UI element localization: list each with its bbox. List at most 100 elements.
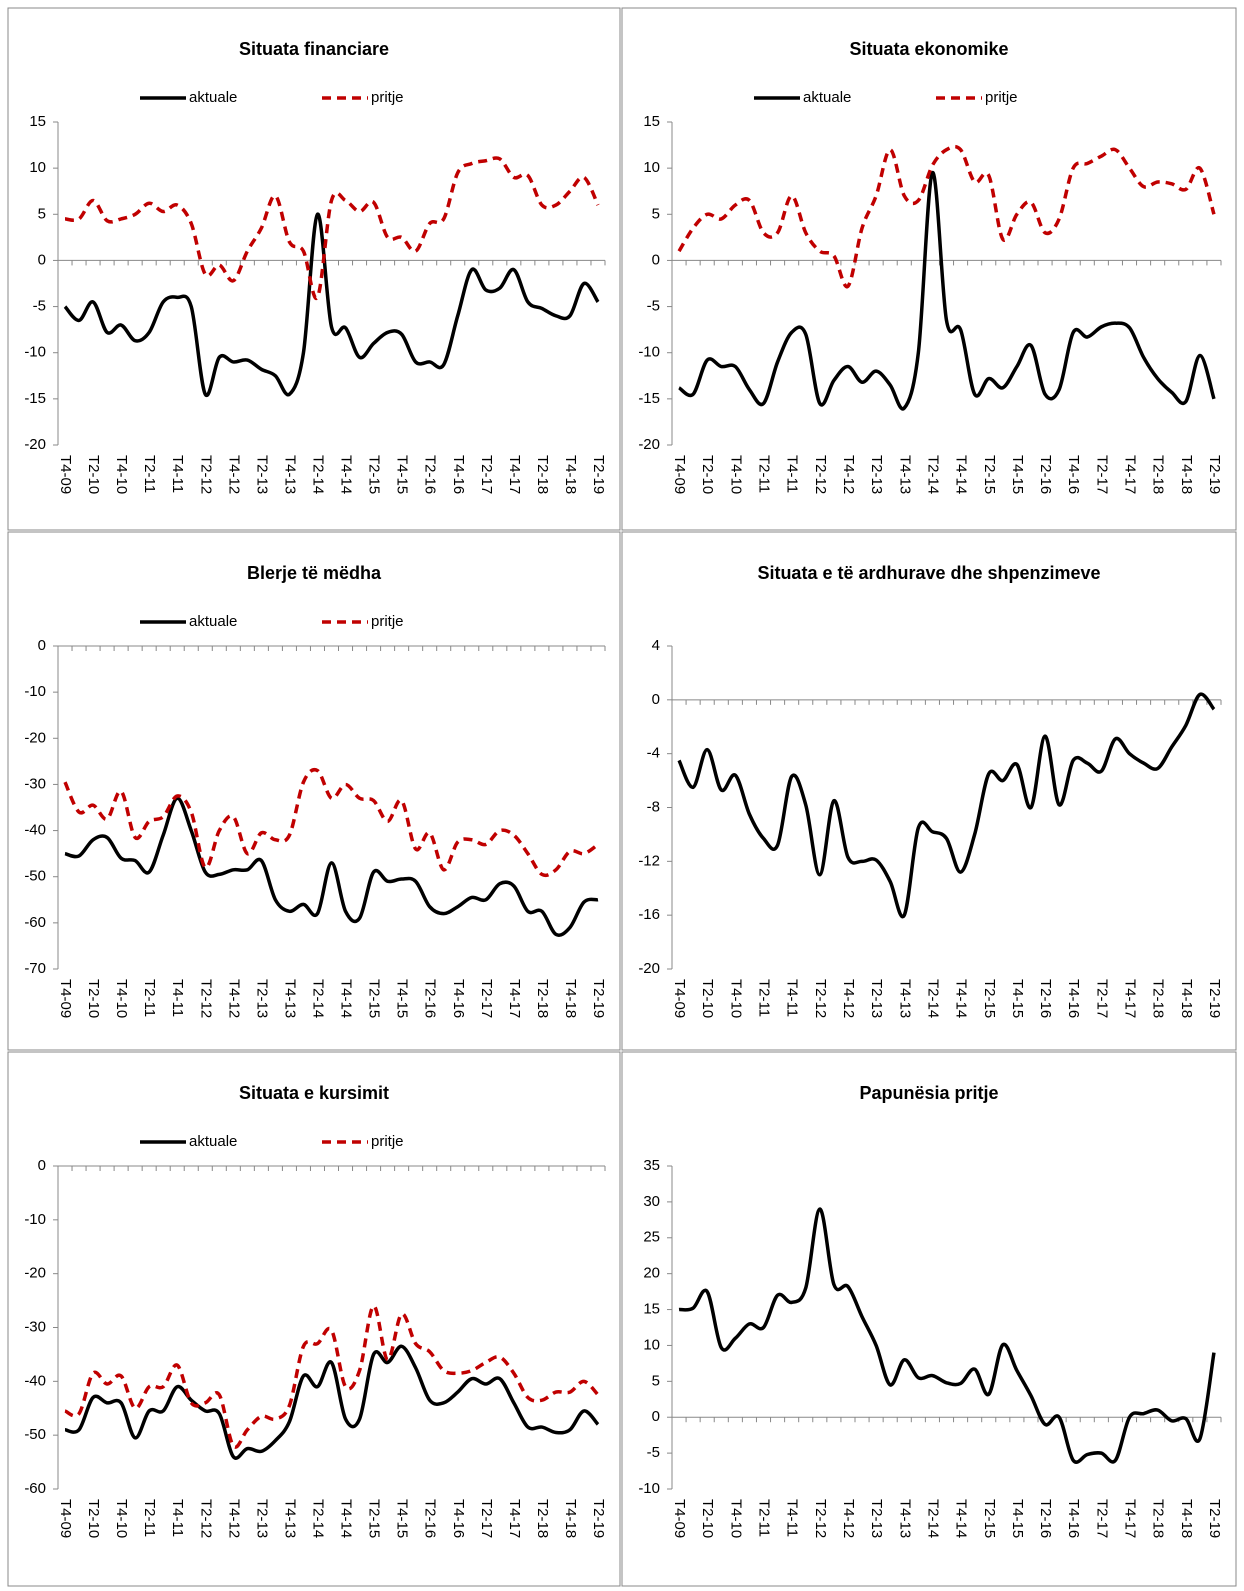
panel-border bbox=[7, 7, 621, 531]
x-tick-label: T4-09 bbox=[57, 455, 74, 494]
x-tick-label: T4-09 bbox=[57, 1499, 74, 1538]
x-tick-label: T4-16 bbox=[450, 979, 467, 1018]
x-tick-label: T2-11 bbox=[756, 455, 773, 493]
x-tick-label: T2-14 bbox=[310, 455, 327, 494]
y-tick-label: 15 bbox=[643, 1301, 660, 1318]
y-tick-label: 4 bbox=[652, 637, 660, 654]
series-line bbox=[678, 1207, 1216, 1464]
x-tick-label: T4-10 bbox=[727, 1499, 744, 1538]
x-tick-label: T2-15 bbox=[366, 455, 383, 494]
x-tick-label: T4-17 bbox=[1122, 979, 1139, 1018]
series-line bbox=[64, 1304, 600, 1449]
y-tick-label: -60 bbox=[24, 914, 46, 931]
series-line bbox=[678, 170, 1216, 411]
x-tick-label: T4-14 bbox=[338, 1499, 355, 1538]
y-tick-label: 0 bbox=[652, 1408, 660, 1425]
x-tick-label: T2-11 bbox=[756, 979, 773, 1017]
y-tick-label: 0 bbox=[38, 637, 46, 654]
y-tick-label: 10 bbox=[29, 159, 46, 176]
y-tick-label: -70 bbox=[24, 960, 46, 977]
x-tick-label: T2-12 bbox=[197, 1499, 214, 1538]
y-tick-label: 25 bbox=[643, 1229, 660, 1246]
x-tick-label: T4-09 bbox=[671, 979, 688, 1018]
y-tick-label: 5 bbox=[652, 205, 660, 222]
legend-label: aktuale bbox=[803, 89, 851, 106]
y-tick-label: 5 bbox=[652, 1372, 660, 1389]
y-tick-label: -50 bbox=[24, 868, 46, 885]
y-tick-label: -4 bbox=[647, 745, 660, 762]
x-tick-label: T2-19 bbox=[1206, 455, 1223, 494]
x-tick-label: T4-13 bbox=[281, 979, 298, 1018]
x-tick-label: T4-15 bbox=[1009, 979, 1026, 1018]
legend-label: aktuale bbox=[189, 613, 237, 630]
x-tick-label: T2-14 bbox=[924, 979, 941, 1018]
x-tick-label: T4-18 bbox=[1178, 1499, 1195, 1538]
y-tick-label: 0 bbox=[652, 691, 660, 708]
x-tick-label: T4-15 bbox=[394, 979, 411, 1018]
x-tick-label: T2-14 bbox=[924, 455, 941, 494]
x-tick-label: T2-18 bbox=[1150, 1499, 1167, 1538]
x-tick-label: T4-10 bbox=[113, 979, 130, 1018]
chart: Situata ekonomike -20 -15 -10 -5 0 5 10 15 T4-09 T… bbox=[638, 39, 1223, 494]
chart-title: Blerje të mëdha bbox=[247, 563, 382, 583]
chart: Papunësia pritje -10 -5 0 5 10 15 20 25 30 35 T4-09… bbox=[638, 1083, 1223, 1538]
x-tick-label: T2-16 bbox=[1037, 979, 1054, 1018]
series-line bbox=[64, 796, 599, 937]
x-tick-label: T2-10 bbox=[85, 455, 102, 494]
x-tick-label: T4-09 bbox=[671, 455, 688, 494]
y-tick-label: -60 bbox=[24, 1480, 46, 1497]
x-tick-label: T4-16 bbox=[1065, 1499, 1082, 1538]
x-tick-label: T2-19 bbox=[1206, 979, 1223, 1018]
x-tick-label: T4-09 bbox=[671, 1499, 688, 1538]
x-tick-label: T2-13 bbox=[868, 1499, 885, 1538]
x-tick-label: T4-13 bbox=[281, 1499, 298, 1538]
x-tick-label: T2-17 bbox=[478, 1499, 495, 1538]
x-tick-label: T4-11 bbox=[169, 455, 186, 493]
x-tick-label: T2-19 bbox=[590, 455, 607, 494]
x-tick-label: T4-12 bbox=[840, 979, 857, 1018]
x-tick-label: T2-14 bbox=[310, 979, 327, 1018]
x-tick-label: T2-18 bbox=[534, 455, 551, 494]
legend-label: pritje bbox=[371, 89, 404, 106]
y-tick-label: -15 bbox=[24, 390, 46, 407]
chart-title: Situata e të ardhurave dhe shpenzimeve bbox=[757, 563, 1100, 583]
x-tick-label: T2-14 bbox=[924, 1499, 941, 1538]
x-tick-label: T4-09 bbox=[57, 979, 74, 1018]
x-tick-label: T4-18 bbox=[562, 455, 579, 494]
x-tick-label: T4-15 bbox=[1009, 1499, 1026, 1538]
y-tick-label: -50 bbox=[24, 1426, 46, 1443]
chart: Situata financiare -20 -15 -10 -5 0 5 10 15 T4-09… bbox=[24, 39, 607, 494]
x-tick-label: T4-16 bbox=[1065, 455, 1082, 494]
x-tick-label: T2-18 bbox=[1150, 979, 1167, 1018]
x-tick-label: T2-15 bbox=[366, 1499, 383, 1538]
x-tick-label: T4-16 bbox=[1065, 979, 1082, 1018]
x-tick-label: T2-14 bbox=[310, 1499, 327, 1538]
x-tick-label: T4-15 bbox=[394, 1499, 411, 1538]
x-tick-label: T4-13 bbox=[896, 1499, 913, 1538]
x-tick-label: T4-15 bbox=[394, 455, 411, 494]
x-tick-label: T4-15 bbox=[1009, 455, 1026, 494]
y-tick-label: -5 bbox=[647, 1444, 660, 1461]
x-tick-label: T2-16 bbox=[1037, 455, 1054, 494]
x-tick-label: T2-13 bbox=[868, 455, 885, 494]
x-tick-label: T4-14 bbox=[338, 455, 355, 494]
legend-label: aktuale bbox=[189, 1133, 237, 1150]
y-tick-label: 10 bbox=[643, 159, 660, 176]
x-tick-label: T2-12 bbox=[197, 455, 214, 494]
y-tick-label: -10 bbox=[24, 1211, 46, 1228]
x-tick-label: T2-11 bbox=[141, 455, 158, 493]
x-tick-label: T4-11 bbox=[784, 979, 801, 1017]
x-tick-label: T2-13 bbox=[253, 1499, 270, 1538]
y-tick-label: -16 bbox=[638, 906, 660, 923]
x-tick-label: T4-12 bbox=[225, 455, 242, 494]
y-tick-label: -10 bbox=[24, 683, 46, 700]
x-tick-label: T4-18 bbox=[1178, 979, 1195, 1018]
x-tick-label: T2-18 bbox=[534, 979, 551, 1018]
series-line bbox=[64, 156, 600, 301]
x-tick-label: T4-10 bbox=[727, 455, 744, 494]
x-tick-label: T2-16 bbox=[422, 979, 439, 1018]
x-tick-label: T2-10 bbox=[699, 1499, 716, 1538]
x-tick-label: T4-12 bbox=[840, 1499, 857, 1538]
x-tick-label: T2-18 bbox=[534, 1499, 551, 1538]
